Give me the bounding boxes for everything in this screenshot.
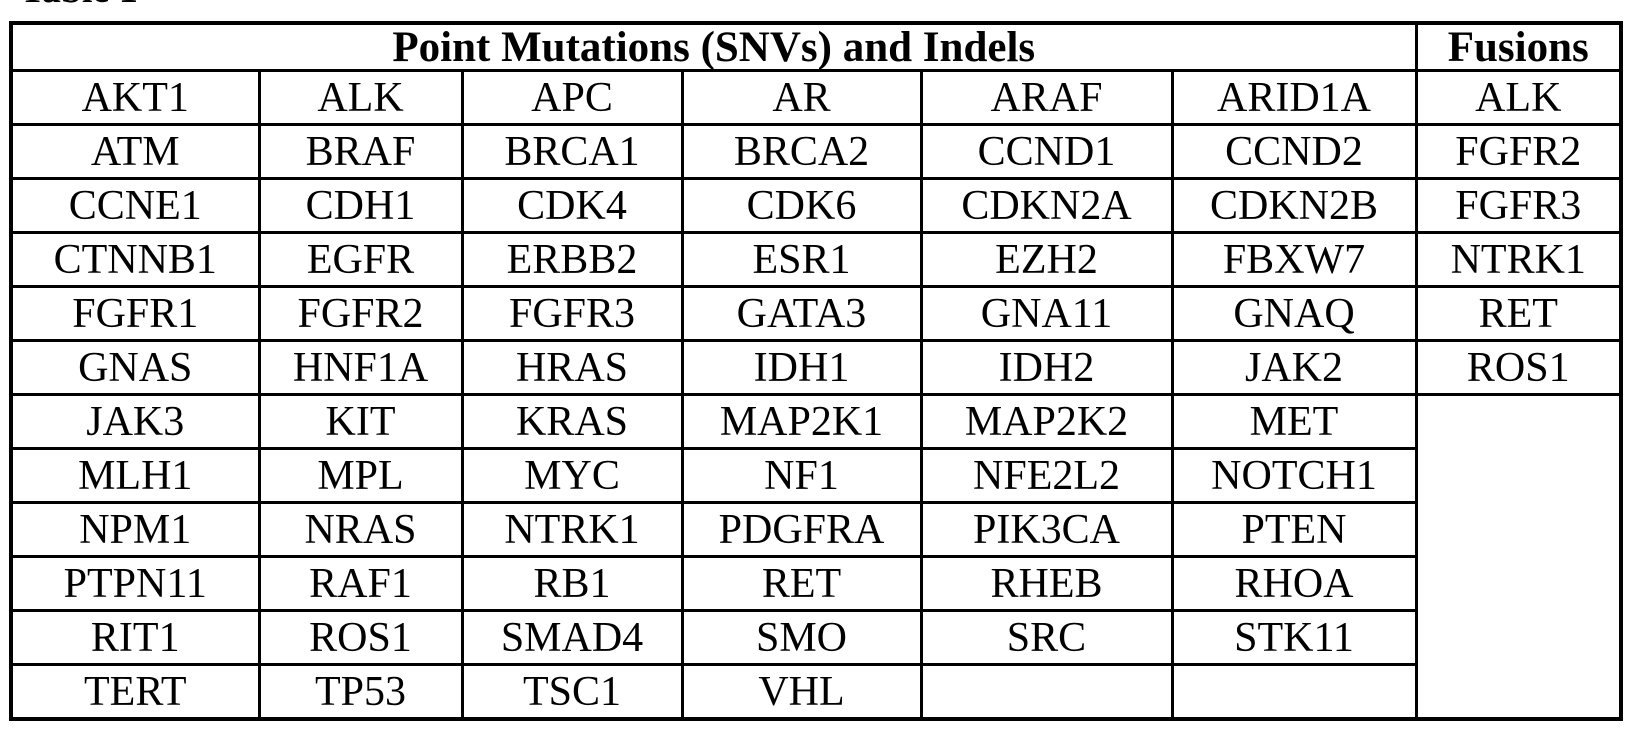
gene-cell: CTNNB1 <box>9 231 261 288</box>
gene-cell: ALK <box>257 69 464 126</box>
gene-cell: BRCA2 <box>680 123 923 180</box>
gene-cell: KIT <box>257 393 464 450</box>
gene-cell: NRAS <box>257 501 464 558</box>
gene-cell: MAP2K2 <box>919 393 1174 450</box>
gene-cell: ATM <box>9 123 261 180</box>
gene-cell: IDH1 <box>680 339 923 396</box>
gene-cell: SMAD4 <box>460 609 684 666</box>
gene-cell: EGFR <box>257 231 464 288</box>
gene-cell: ARAF <box>919 69 1174 126</box>
gene-cell: SRC <box>919 609 1174 666</box>
gene-cell: APC <box>460 69 684 126</box>
gene-cell: RHEB <box>919 555 1174 612</box>
gene-cell: CCNE1 <box>9 177 261 234</box>
gene-cell: PDGFRA <box>680 501 923 558</box>
gene-cell: RHOA <box>1170 555 1418 612</box>
gene-cell: ARID1A <box>1170 69 1418 126</box>
gene-cell: MLH1 <box>9 447 261 504</box>
gene-cell: PIK3CA <box>919 501 1174 558</box>
gene-cell <box>919 663 1174 721</box>
gene-cell: NOTCH1 <box>1170 447 1418 504</box>
gene-cell: TP53 <box>257 663 464 721</box>
gene-cell: FGFR1 <box>9 285 261 342</box>
table-row: JAK3 KIT KRAS MAP2K1 MAP2K2 MET <box>9 393 1623 721</box>
gene-cell: RIT1 <box>9 609 261 666</box>
gene-cell: NPM1 <box>9 501 261 558</box>
table-caption-text: Table 1 <box>20 0 340 7</box>
table-row: ATM BRAF BRCA1 BRCA2 CCND1 CCND2 FGFR2 <box>9 123 1623 180</box>
gene-cell: NTRK1 <box>460 501 684 558</box>
gene-cell: VHL <box>680 663 923 721</box>
gene-cell: ROS1 <box>257 609 464 666</box>
fusion-gene-cell: FGFR3 <box>1414 177 1623 234</box>
gene-cell: TSC1 <box>460 663 684 721</box>
gene-cell: BRAF <box>257 123 464 180</box>
table-row: PTPN11 RAF1 RB1 RET RHEB RHOA <box>9 555 1621 612</box>
table-row: TERT TP53 TSC1 VHL <box>9 663 1621 721</box>
gene-cell: MAP2K1 <box>680 393 923 450</box>
snv-indels-header: Point Mutations (SNVs) and Indels <box>9 21 1418 72</box>
table-row: FGFR1 FGFR2 FGFR3 GATA3 GNA11 GNAQ RET <box>9 285 1623 342</box>
gene-panel-table: Point Mutations (SNVs) and Indels Fusion… <box>9 21 1624 721</box>
table-header-row: Point Mutations (SNVs) and Indels Fusion… <box>9 21 1623 72</box>
table-row: RIT1 ROS1 SMAD4 SMO SRC STK11 <box>9 609 1621 666</box>
gene-cell: GNAQ <box>1170 285 1418 342</box>
gene-cell: KRAS <box>460 393 684 450</box>
gene-cell: JAK3 <box>9 393 261 450</box>
gene-cell: AR <box>680 69 923 126</box>
fusion-gene-cell: RET <box>1414 285 1623 342</box>
gene-cell: CDH1 <box>257 177 464 234</box>
gene-cell: RET <box>680 555 923 612</box>
gene-cell: CDK4 <box>460 177 684 234</box>
gene-cell: TERT <box>9 663 261 721</box>
gene-cell: AKT1 <box>9 69 261 126</box>
table-row: MLH1 MPL MYC NF1 NFE2L2 NOTCH1 <box>9 447 1621 504</box>
table-row: CTNNB1 EGFR ERBB2 ESR1 EZH2 FBXW7 NTRK1 <box>9 231 1623 288</box>
gene-cell: PTEN <box>1170 501 1418 558</box>
fusions-header: Fusions <box>1414 21 1623 72</box>
gene-cell: HNF1A <box>257 339 464 396</box>
gene-cell: MPL <box>257 447 464 504</box>
gene-cell: STK11 <box>1170 609 1418 666</box>
gene-cell: FGFR3 <box>460 285 684 342</box>
gene-cell: ESR1 <box>680 231 923 288</box>
table-row: NPM1 NRAS NTRK1 PDGFRA PIK3CA PTEN <box>9 501 1621 558</box>
gene-cell: BRCA1 <box>460 123 684 180</box>
gene-cell: JAK2 <box>1170 339 1418 396</box>
fusion-gene-cell: FGFR2 <box>1414 123 1623 180</box>
table-caption: Table 1 <box>20 0 340 7</box>
gene-cell: CCND1 <box>919 123 1174 180</box>
gene-cell: CDKN2B <box>1170 177 1418 234</box>
gene-cell: CCND2 <box>1170 123 1418 180</box>
fusion-gene-cell: ROS1 <box>1414 339 1623 396</box>
gene-cell: FBXW7 <box>1170 231 1418 288</box>
fusion-gene-cell: NTRK1 <box>1414 231 1623 288</box>
gene-cell: RB1 <box>460 555 684 612</box>
gene-cell: GATA3 <box>680 285 923 342</box>
gene-cell: IDH2 <box>919 339 1174 396</box>
table-row: CCNE1 CDH1 CDK4 CDK6 CDKN2A CDKN2B FGFR3 <box>9 177 1623 234</box>
gene-cell: EZH2 <box>919 231 1174 288</box>
table-row: AKT1 ALK APC AR ARAF ARID1A ALK <box>9 69 1623 126</box>
gene-cell: NFE2L2 <box>919 447 1174 504</box>
table-row: GNAS HNF1A HRAS IDH1 IDH2 JAK2 ROS1 <box>9 339 1623 396</box>
gene-cell: ERBB2 <box>460 231 684 288</box>
gene-cell: HRAS <box>460 339 684 396</box>
gene-cell: GNA11 <box>919 285 1174 342</box>
gene-cell: RAF1 <box>257 555 464 612</box>
gene-cell: CDKN2A <box>919 177 1174 234</box>
fusions-merged-empty-cell <box>1414 393 1623 721</box>
gene-cell: NF1 <box>680 447 923 504</box>
gene-cell: FGFR2 <box>257 285 464 342</box>
gene-cell: MET <box>1170 393 1418 450</box>
gene-cell <box>1170 663 1418 721</box>
gene-cell: GNAS <box>9 339 261 396</box>
gene-cell: SMO <box>680 609 923 666</box>
gene-cell: PTPN11 <box>9 555 261 612</box>
gene-cell: CDK6 <box>680 177 923 234</box>
fusion-gene-cell: ALK <box>1414 69 1623 126</box>
gene-cell: MYC <box>460 447 684 504</box>
